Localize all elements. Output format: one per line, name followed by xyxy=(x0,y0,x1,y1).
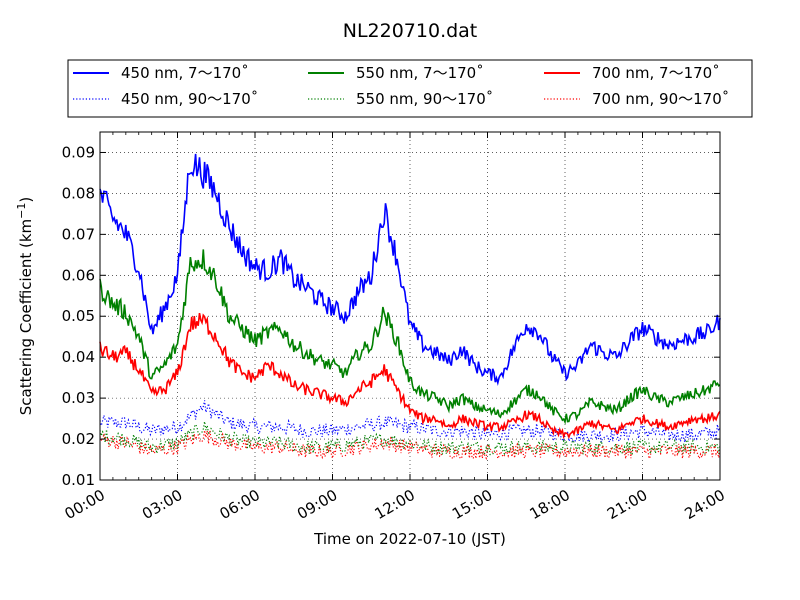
x-tick-labels: 00:00 03:00 06:00 09:00 12:00 15:00 18:00 21:00… xyxy=(62,486,728,523)
y-tick-label: 0.02 xyxy=(62,430,95,448)
y-tick-label: 0.06 xyxy=(62,266,95,284)
y-tick-label: 0.09 xyxy=(62,143,95,161)
series-line-4 xyxy=(99,421,721,456)
y-tick-label: 0.04 xyxy=(62,348,95,366)
series-line-3 xyxy=(99,400,721,445)
y-axis-label-close: ) xyxy=(17,197,35,203)
legend: 450 nm, 7～170˚ 450 nm, 90～170˚ 550 nm, 7～1… xyxy=(67,59,753,118)
y-axis-label-main: Scattering Coefficient (km xyxy=(17,219,35,415)
grid xyxy=(99,132,721,481)
series-line-0 xyxy=(99,153,721,386)
x-tick-label: 03:00 xyxy=(139,486,185,523)
chart-title: NL220710.dat xyxy=(343,20,478,42)
legend-label-4: 550 nm, 90～170˚ xyxy=(356,90,493,108)
x-tick-label: 18:00 xyxy=(527,486,573,523)
series-line-5 xyxy=(99,430,721,461)
y-tick-label: 0.03 xyxy=(62,389,95,407)
legend-label-1: 550 nm, 7～170˚ xyxy=(356,64,484,82)
x-tick-label: 06:00 xyxy=(217,486,263,523)
x-tick-label: 15:00 xyxy=(449,486,495,523)
y-tick-label: 0.05 xyxy=(62,307,95,325)
y-tick-labels: 0.01 0.02 0.03 0.04 0.05 0.06 0.07 0.08 0.09 xyxy=(62,143,95,489)
legend-label-5: 700 nm, 90～170˚ xyxy=(592,90,729,108)
y-axis-label: Scattering Coefficient (km−1) xyxy=(15,197,35,416)
y-tick-label: 0.01 xyxy=(62,471,95,489)
series-group xyxy=(99,153,721,461)
x-axis-label: Time on 2022-07-10 (JST) xyxy=(313,530,506,548)
x-tick-label: 12:00 xyxy=(372,486,418,523)
legend-box xyxy=(67,59,753,118)
y-tick-label: 0.08 xyxy=(62,184,95,202)
y-axis-label-sup: −1 xyxy=(15,203,28,219)
legend-label-3: 450 nm, 90～170˚ xyxy=(121,90,258,108)
y-tick-label: 0.07 xyxy=(62,225,95,243)
series-line-1 xyxy=(99,249,721,425)
x-tick-label: 09:00 xyxy=(294,486,340,523)
x-tick-label: 24:00 xyxy=(682,486,728,523)
ticks xyxy=(99,132,721,481)
x-tick-label: 21:00 xyxy=(604,486,650,523)
x-tick-label: 00:00 xyxy=(62,486,108,523)
series-line-2 xyxy=(99,312,721,440)
legend-label-2: 700 nm, 7～170˚ xyxy=(592,64,720,82)
legend-label-0: 450 nm, 7～170˚ xyxy=(121,64,249,82)
